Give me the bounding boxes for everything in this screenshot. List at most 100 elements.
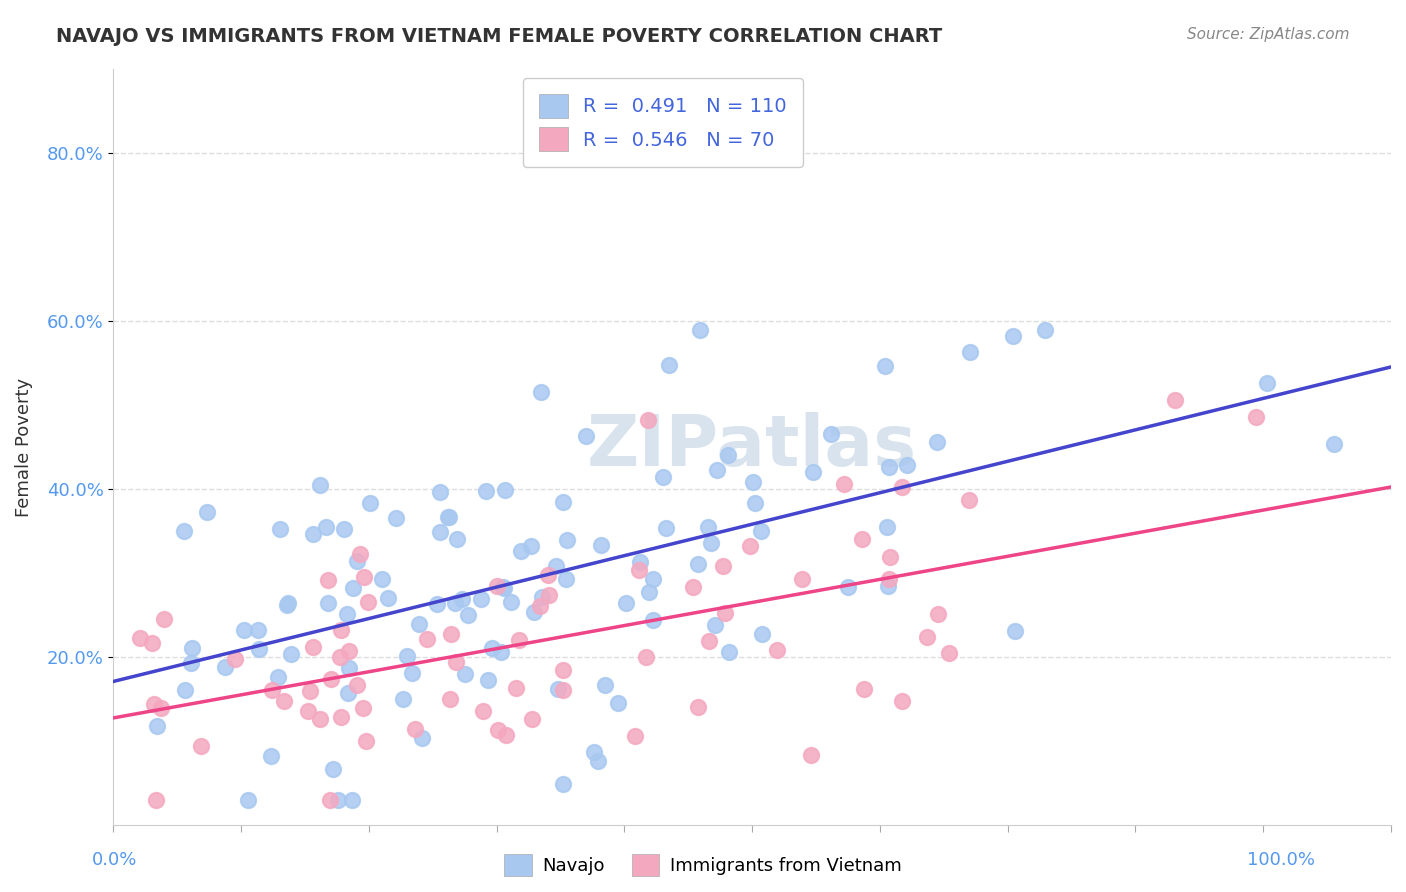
Point [146, 718, 169, 732]
Point [319, 793, 342, 807]
Point [508, 632, 530, 647]
Point [501, 595, 523, 609]
Point [586, 754, 609, 768]
Point [658, 359, 681, 373]
Point [472, 705, 495, 719]
Point [238, 793, 260, 807]
Y-axis label: Female Poverty: Female Poverty [15, 377, 32, 516]
Point [529, 599, 551, 613]
Point [744, 496, 766, 510]
Point [150, 701, 173, 715]
Point [740, 539, 762, 553]
Point [957, 492, 980, 507]
Point [651, 469, 673, 483]
Point [277, 596, 299, 610]
Point [326, 793, 349, 807]
Point [509, 544, 531, 558]
Point [1002, 329, 1025, 343]
Point [530, 590, 553, 604]
Point [302, 527, 325, 541]
Point [800, 748, 823, 763]
Legend: Navajo, Immigrants from Vietnam: Navajo, Immigrants from Vietnam [498, 847, 908, 883]
Point [330, 624, 353, 638]
Point [718, 645, 741, 659]
Point [429, 485, 451, 500]
Point [385, 511, 408, 525]
Point [896, 458, 918, 472]
Point [322, 762, 344, 776]
Point [717, 448, 740, 462]
Point [547, 682, 569, 697]
Point [520, 539, 543, 553]
Point [316, 573, 339, 587]
Point [408, 616, 430, 631]
Point [537, 588, 560, 602]
Point [436, 510, 458, 524]
Text: Source: ZipAtlas.com: Source: ZipAtlas.com [1187, 27, 1350, 42]
Point [440, 627, 463, 641]
Point [342, 581, 364, 595]
Point [267, 670, 290, 684]
Point [349, 547, 371, 561]
Point [1323, 437, 1346, 451]
Point [551, 683, 574, 698]
Point [173, 682, 195, 697]
Point [689, 323, 711, 337]
Point [315, 520, 337, 534]
Point [555, 572, 578, 586]
Point [180, 640, 202, 655]
Point [451, 591, 474, 606]
Point [623, 729, 645, 743]
Point [591, 538, 613, 552]
Point [437, 510, 460, 524]
Point [337, 686, 360, 700]
Point [273, 694, 295, 708]
Point [643, 572, 665, 586]
Point [553, 777, 575, 791]
Point [837, 580, 859, 594]
Point [582, 745, 605, 759]
Point [404, 723, 426, 737]
Point [628, 556, 651, 570]
Point [391, 691, 413, 706]
Point [246, 623, 269, 637]
Point [927, 607, 949, 621]
Point [195, 505, 218, 519]
Point [145, 793, 167, 807]
Point [1256, 376, 1278, 391]
Point [214, 659, 236, 673]
Point [340, 793, 363, 807]
Point [470, 591, 492, 606]
Point [876, 519, 898, 533]
Point [129, 632, 152, 646]
Point [444, 655, 467, 669]
Point [505, 681, 527, 695]
Point [706, 463, 728, 477]
Point [357, 595, 380, 609]
Point [180, 656, 202, 670]
Point [766, 643, 789, 657]
Point [354, 734, 377, 748]
Point [852, 682, 875, 697]
Point [353, 569, 375, 583]
Point [522, 713, 544, 727]
Point [346, 678, 368, 692]
Point [593, 678, 616, 692]
Point [606, 696, 628, 710]
Point [336, 607, 359, 621]
Point [309, 478, 332, 492]
Point [475, 483, 498, 498]
Point [546, 558, 568, 573]
Point [454, 667, 477, 681]
Point [700, 536, 723, 550]
Point [446, 533, 468, 547]
Point [741, 475, 763, 490]
Point [655, 521, 678, 535]
Point [891, 480, 914, 494]
Point [416, 632, 439, 646]
Point [486, 579, 509, 593]
Point [153, 612, 176, 626]
Point [444, 596, 467, 610]
Point [346, 554, 368, 568]
Point [628, 562, 651, 576]
